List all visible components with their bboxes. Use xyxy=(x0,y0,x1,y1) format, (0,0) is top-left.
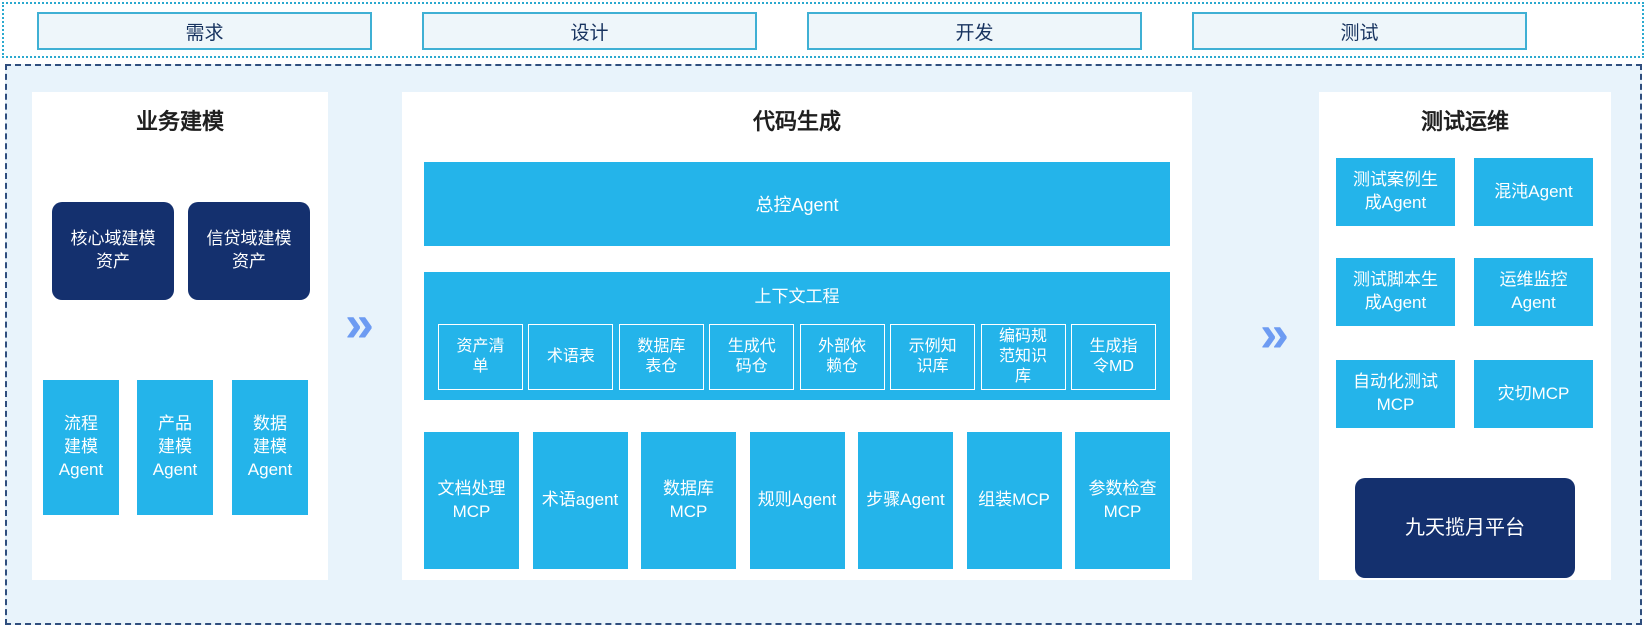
database-mcp-box: 数据库MCP xyxy=(641,432,736,569)
phase-box-testing: 测试 xyxy=(1192,12,1527,50)
doc-processing-mcp-box: 文档处理MCP xyxy=(424,432,519,569)
glossary-box: 术语表 xyxy=(528,324,614,390)
process-modeling-agent-box: 流程建模Agent xyxy=(43,380,119,515)
context-engineering-block: 上下文工程 资产清单 术语表 数据库表仓 生成代码仓 外部依赖仓 示例知识库 编… xyxy=(424,272,1170,400)
generated-code-repo-box: 生成代码仓 xyxy=(709,324,795,390)
code-generation-title: 代码生成 xyxy=(752,109,841,134)
product-modeling-agent-box: 产品建模Agent xyxy=(137,380,213,515)
rule-agent-box: 规则Agent xyxy=(749,432,845,569)
coding-standard-kb-box: 编码规范知识库 xyxy=(980,324,1066,390)
double-chevron-icon: » xyxy=(345,295,374,353)
chaos-agent-box: 混沌Agent xyxy=(1474,158,1593,226)
phase-box-design: 设计 xyxy=(422,12,757,50)
assembly-mcp-box: 组装MCP xyxy=(966,432,1062,569)
main-container: 业务建模 核心域建模资产 信贷域建模资产 流程建模Agent 产品建模Agent… xyxy=(5,64,1642,625)
workers-row: 文档处理MCP 术语agent 数据库MCP 规则Agent 步骤Agent 组… xyxy=(424,432,1170,569)
parameter-check-mcp-box: 参数检查MCP xyxy=(1075,432,1170,569)
business-modeling-title: 业务建模 xyxy=(135,109,224,134)
panel-test-operations: 测试运维 测试案例生成Agent 混沌Agent 测试脚本生成Agent 运维监… xyxy=(1319,92,1611,580)
master-control-agent-bar: 总控Agent xyxy=(424,162,1170,246)
external-dependency-repo-box: 外部依赖仓 xyxy=(799,324,885,390)
automated-test-mcp-box: 自动化测试MCP xyxy=(1336,360,1455,428)
context-items-row: 资产清单 术语表 数据库表仓 生成代码仓 外部依赖仓 示例知识库 编码规范知识库… xyxy=(438,324,1156,390)
disaster-switch-mcp-box: 灾切MCP xyxy=(1474,360,1593,428)
double-chevron-icon: » xyxy=(1260,305,1289,363)
panel-code-generation: 代码生成 总控Agent 上下文工程 资产清单 术语表 数据库表仓 生成代码仓 … xyxy=(402,92,1192,580)
test-script-generation-agent-box: 测试脚本生成Agent xyxy=(1336,258,1455,326)
step-agent-box: 步骤Agent xyxy=(858,432,953,569)
generation-instruction-md-box: 生成指令MD xyxy=(1070,324,1156,390)
test-operations-title: 测试运维 xyxy=(1420,109,1509,134)
panel-business-modeling: 业务建模 核心域建模资产 信贷域建模资产 流程建模Agent 产品建模Agent… xyxy=(32,92,328,580)
test-case-generation-agent-box: 测试案例生成Agent xyxy=(1336,158,1455,226)
credit-domain-asset-box: 信贷域建模资产 xyxy=(188,202,310,300)
phase-box-requirements: 需求 xyxy=(37,12,372,50)
ops-monitoring-agent-box: 运维监控Agent xyxy=(1474,258,1593,326)
context-engineering-title: 上下文工程 xyxy=(754,287,840,306)
terminology-agent-box: 术语agent xyxy=(532,432,628,569)
example-knowledge-base-box: 示例知识库 xyxy=(890,324,976,390)
core-domain-asset-box: 核心域建模资产 xyxy=(52,202,174,300)
phase-box-development: 开发 xyxy=(807,12,1142,50)
phases-bar: 需求 设计 开发 测试 xyxy=(2,2,1644,58)
db-table-repo-box: 数据库表仓 xyxy=(618,324,704,390)
asset-list-box: 资产清单 xyxy=(438,324,523,390)
data-modeling-agent-box: 数据建模Agent xyxy=(232,380,308,515)
jiutian-lanyue-platform-box: 九天揽月平台 xyxy=(1355,478,1575,578)
